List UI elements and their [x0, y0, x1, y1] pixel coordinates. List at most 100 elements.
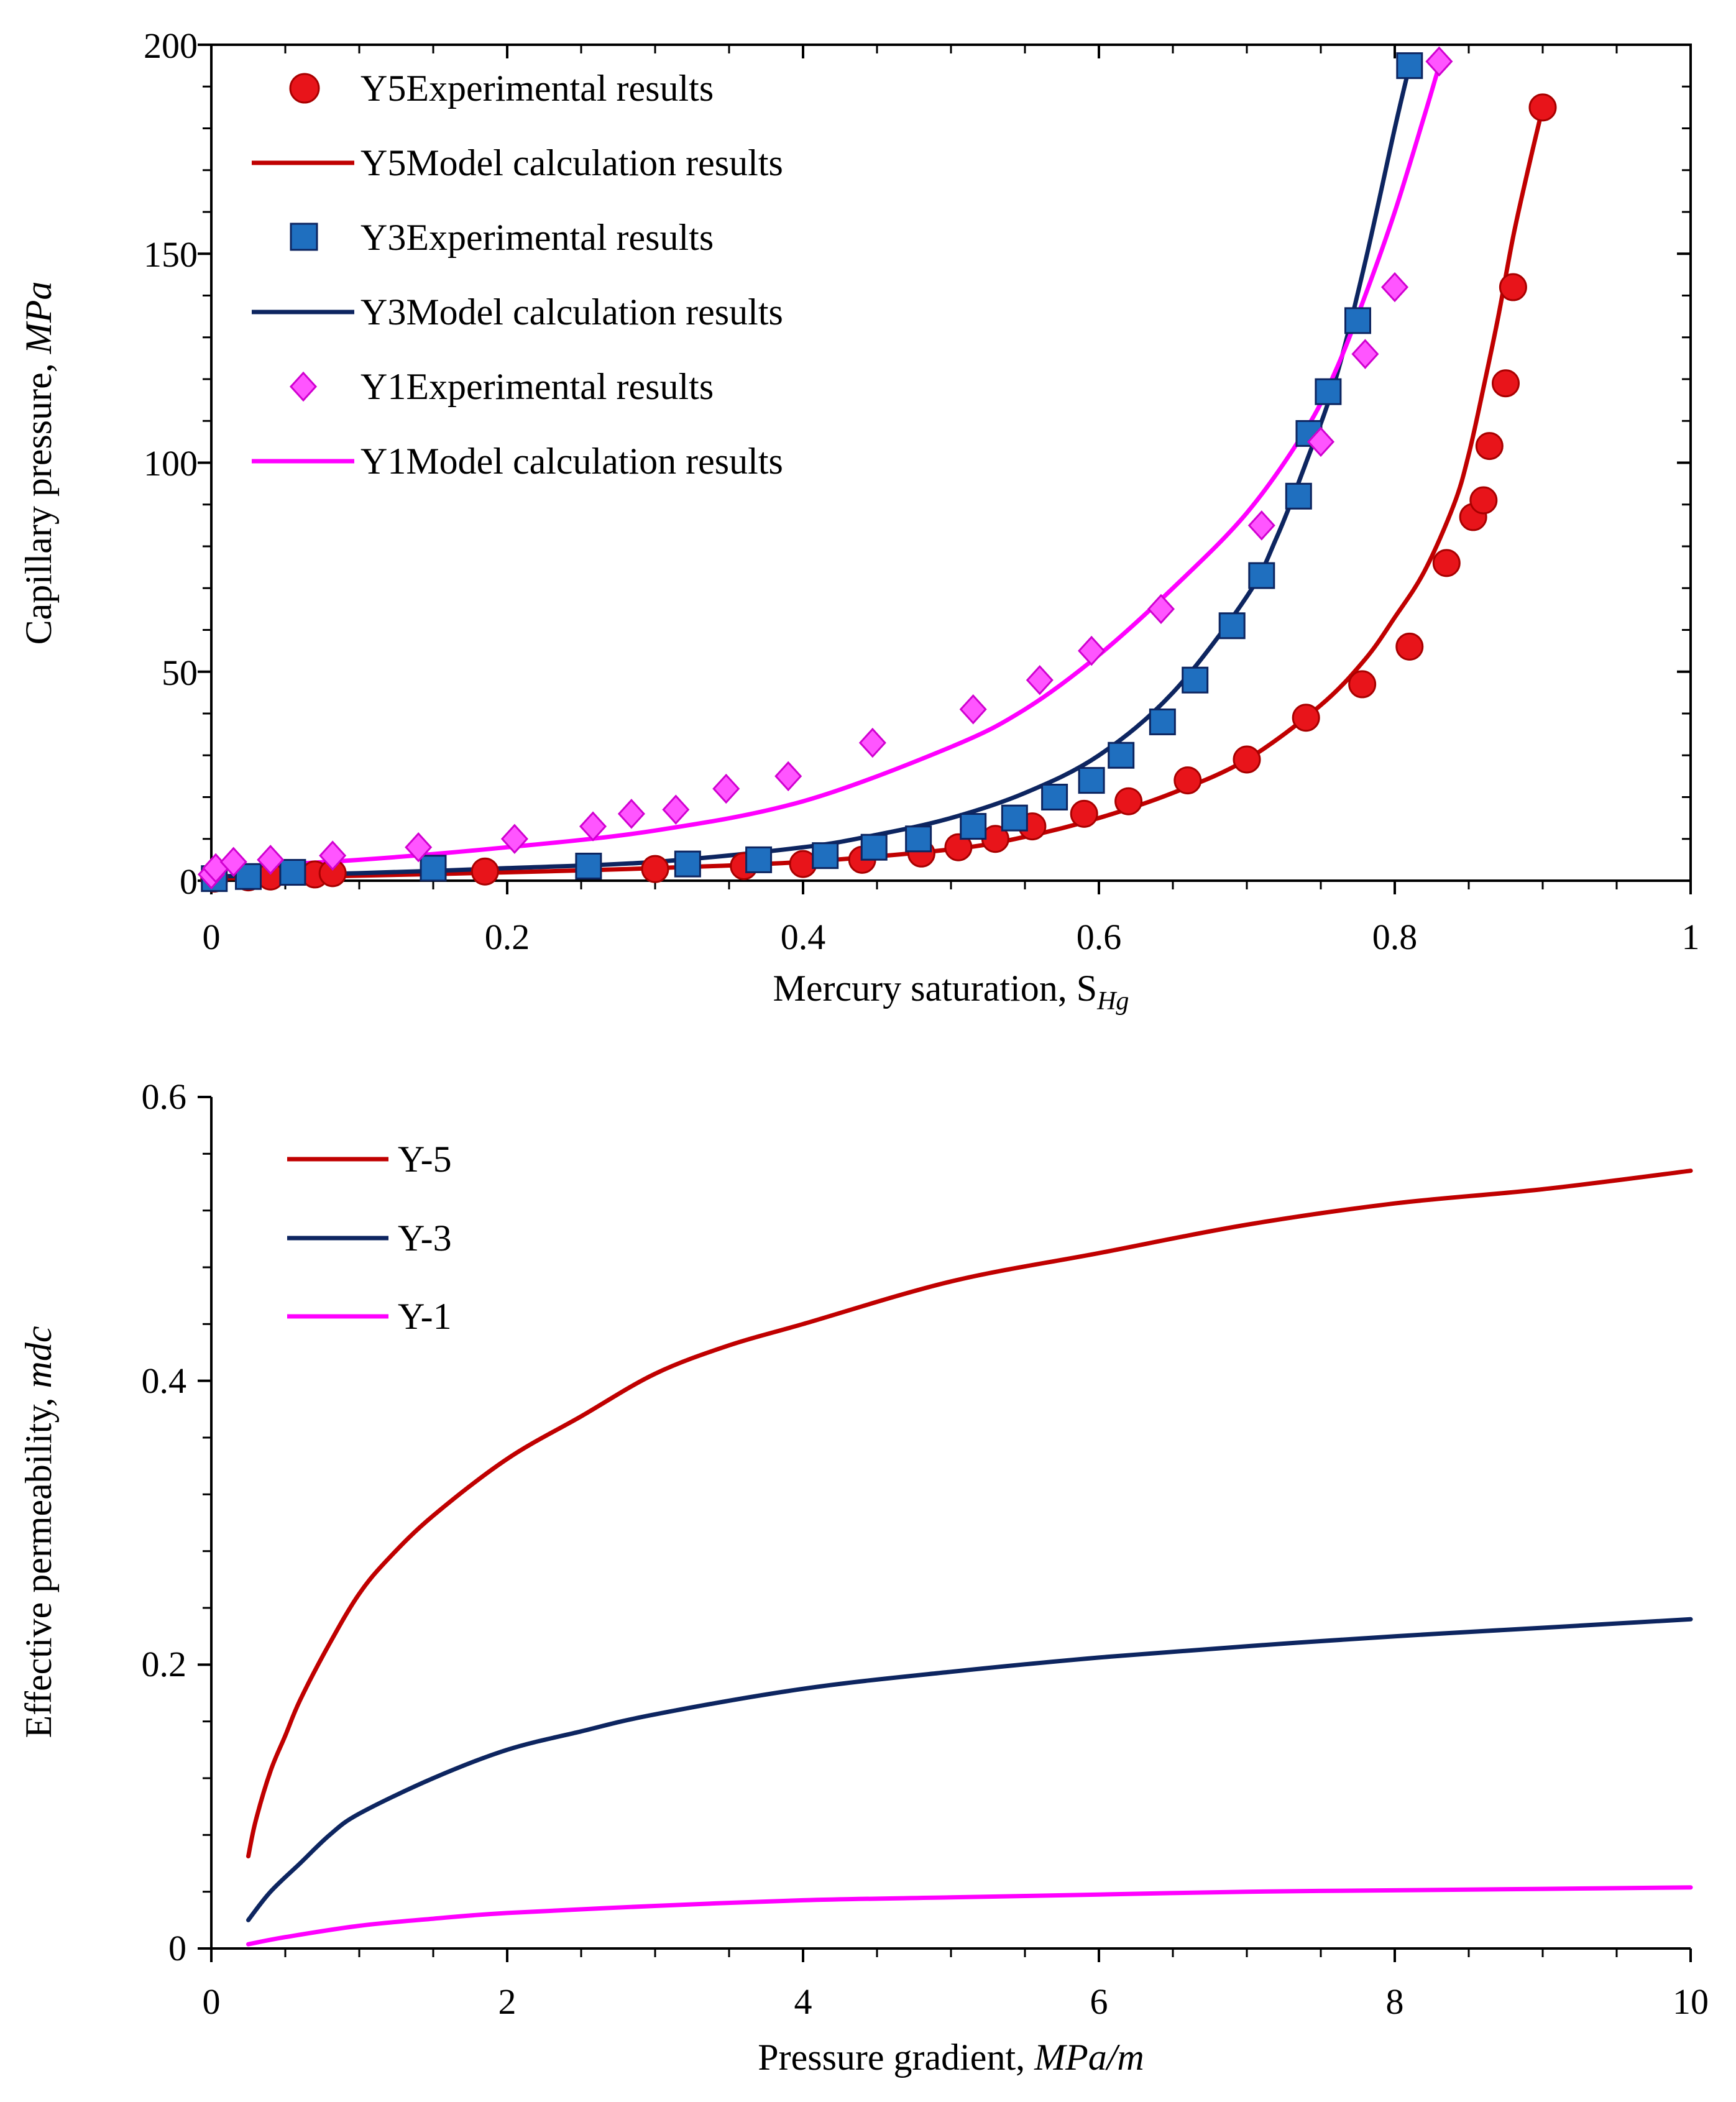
data-point-y1experimental-results — [1380, 272, 1409, 303]
data-point-y3experimental-results — [1108, 741, 1135, 769]
data-point-y1experimental-results — [712, 773, 740, 804]
data-point-y5experimental-results — [471, 857, 499, 886]
data-point-y3experimental-results — [1149, 708, 1176, 735]
y-tick-label: 0.2 — [142, 1644, 187, 1684]
data-point-y1experimental-results — [1026, 664, 1054, 695]
y-tick-label: 150 — [144, 234, 198, 275]
legend-label: Y1Model calculation results — [361, 441, 783, 482]
data-point-y1experimental-results — [500, 824, 528, 854]
legend-label: Y-1 — [398, 1296, 452, 1337]
legend-label: Y5Model calculation results — [361, 142, 783, 183]
data-point-y5experimental-results — [1114, 787, 1143, 815]
legend-marker-diamond — [289, 371, 318, 402]
data-point-y5experimental-results — [1528, 93, 1557, 122]
axis-ticks — [198, 1096, 1692, 1962]
data-point-y5experimental-results — [1492, 369, 1520, 398]
x-tick-label: 0 — [203, 1981, 221, 2022]
data-point-y1experimental-results — [219, 847, 247, 877]
y-tick-label: 100 — [144, 443, 198, 484]
y-tick-label: 50 — [162, 653, 198, 693]
y-tick-label: 0.4 — [142, 1361, 187, 1401]
data-point-y3experimental-results — [1041, 784, 1068, 810]
data-point-y1experimental-results — [1351, 339, 1379, 369]
x-tick-label: 1 — [1682, 917, 1700, 957]
x-tick-label: 10 — [1673, 1981, 1709, 2022]
data-point-y1experimental-results — [858, 727, 886, 758]
data-point-y3experimental-results — [1218, 612, 1246, 640]
y-tick-label: 0.6 — [142, 1076, 187, 1117]
x-tick-label: 0.2 — [485, 917, 530, 957]
chart-capillary-pressure: 0 50 100 150 200 0 0.2 0.4 0.6 0.8 1 Mer… — [18, 25, 1700, 1016]
chart-effective-permeability: 0 0.2 0.4 0.6 0 2 4 6 8 10 Pressure grad… — [18, 1076, 1709, 2078]
legend-label: Y-5 — [398, 1139, 452, 1180]
data-point-y5experimental-results — [1469, 486, 1498, 515]
data-point-y1experimental-results — [1425, 46, 1453, 77]
y-tick-label: 0 — [168, 1928, 186, 1968]
y-tick-label: 200 — [144, 25, 198, 66]
series-markers — [197, 46, 1557, 893]
data-point-y1experimental-results — [1147, 594, 1175, 625]
data-point-y5experimental-results — [1173, 766, 1202, 795]
data-point-y1experimental-results — [257, 845, 285, 875]
x-tick-label: 2 — [498, 1981, 517, 2022]
data-point-y3experimental-results — [1078, 767, 1105, 794]
data-point-y3experimental-results — [860, 833, 888, 861]
data-point-y1experimental-results — [617, 799, 645, 829]
legend-label: Y5Experimental results — [361, 68, 714, 109]
data-point-y3experimental-results — [1315, 378, 1342, 405]
data-point-y1experimental-results — [959, 694, 987, 725]
series-lines — [246, 1168, 1693, 1947]
y-axis-title: Effective permeability, mdc — [18, 1326, 59, 1738]
axis-ticks — [198, 44, 1692, 894]
x-tick-label: 6 — [1090, 1981, 1108, 2022]
data-point-y3experimental-results — [745, 846, 773, 873]
data-point-y5experimental-results — [1499, 273, 1527, 301]
data-point-y3experimental-results — [1396, 52, 1423, 80]
x-tick-label: 8 — [1386, 1981, 1404, 2022]
data-point-y3experimental-results — [812, 842, 839, 870]
data-point-y1experimental-results — [1307, 426, 1335, 457]
data-point-y3experimental-results — [1001, 804, 1028, 832]
data-point-y3experimental-results — [1182, 666, 1209, 694]
data-point-y5experimental-results — [1070, 799, 1098, 828]
data-point-y3experimental-results — [279, 859, 306, 886]
data-point-y5experimental-results — [1233, 745, 1261, 774]
data-point-y5experimental-results — [1348, 670, 1377, 699]
data-point-y3experimental-results — [420, 855, 447, 882]
data-point-y3experimental-results — [1285, 482, 1312, 510]
data-point-y5experimental-results — [1395, 632, 1424, 661]
series-line-y-3 — [246, 1617, 1693, 1922]
x-tick-label: 0.4 — [781, 917, 826, 957]
x-axis-title: Pressure gradient, MPa/m — [758, 2037, 1144, 2078]
data-point-y5experimental-results — [1432, 549, 1461, 577]
data-point-y3experimental-results — [575, 852, 602, 879]
series-line-y-5 — [246, 1168, 1693, 1859]
data-point-y1experimental-results — [662, 794, 690, 825]
x-tick-label: 0.8 — [1372, 917, 1418, 957]
y-tick-label: 0 — [180, 861, 198, 902]
legend-label: Y3Experimental results — [361, 217, 714, 258]
data-point-y1experimental-results — [1078, 635, 1106, 666]
x-tick-label: 4 — [794, 1981, 812, 2022]
legend: Y5Experimental results Y5Model calculati… — [252, 68, 783, 482]
data-point-y1experimental-results — [774, 761, 802, 792]
data-point-y5experimental-results — [944, 833, 973, 861]
data-point-y3experimental-results — [1344, 307, 1371, 334]
legend-label: Y3Model calculation results — [361, 291, 783, 333]
legend-label: Y-3 — [398, 1218, 452, 1259]
x-tick-label: 0 — [203, 917, 221, 957]
data-point-y5experimental-results — [1475, 432, 1504, 461]
y-axis-title: Capillary pressure, MPa — [18, 282, 59, 645]
legend-label: Y1Experimental results — [361, 366, 714, 407]
data-point-y1experimental-results — [1247, 510, 1275, 541]
legend-marker-circle — [289, 73, 320, 104]
data-point-y1experimental-results — [579, 811, 607, 842]
data-point-y3experimental-results — [674, 850, 701, 878]
x-axis-title: Mercury saturation, SHg — [773, 968, 1129, 1016]
data-point-y5experimental-results — [1292, 704, 1320, 732]
legend-marker-square — [290, 223, 318, 251]
data-point-y5experimental-results — [641, 855, 669, 883]
legend: Y-5 Y-3 Y-1 — [287, 1139, 452, 1337]
data-point-y3experimental-results — [1248, 562, 1275, 589]
